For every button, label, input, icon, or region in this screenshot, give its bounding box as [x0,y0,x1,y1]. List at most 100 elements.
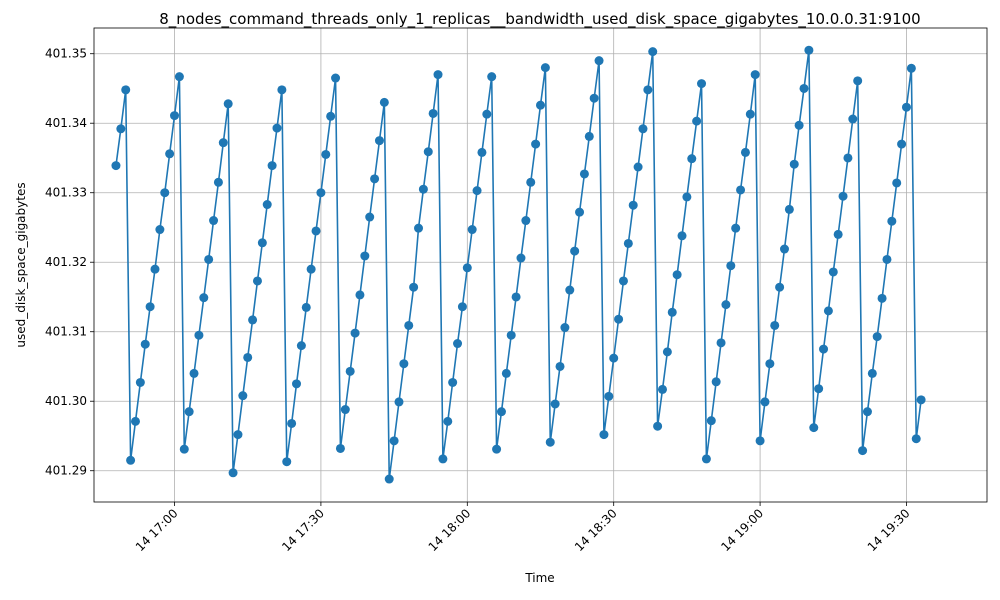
data-point [311,226,321,236]
data-point [394,397,404,407]
data-point [287,418,297,428]
data-point [877,293,887,303]
data-point [545,437,555,447]
data-point [160,188,170,198]
data-point [536,100,545,110]
plot-frame [93,27,988,503]
data-point [238,391,248,401]
series-line [115,49,922,480]
data-point [687,154,697,164]
data-point [799,83,809,93]
data-point [335,443,345,453]
data-point [901,102,911,112]
data-point [126,455,136,465]
data-point [282,457,292,467]
data-point [277,85,287,95]
data-point [462,263,472,273]
data-point [374,136,384,146]
data-point [560,323,570,333]
data-point [145,302,155,312]
data-point [570,246,580,256]
data-point [760,397,770,407]
data-point [121,85,131,95]
data-point [575,207,585,217]
x-tick-label: 14 17:30 [279,506,327,554]
data-point [521,216,531,226]
data-point [916,395,926,405]
data-point [628,200,638,210]
y-tick-label: 401.32 [45,255,87,269]
data-point [506,330,516,340]
data-point [511,292,521,302]
data-point [599,430,609,440]
data-point [135,377,145,387]
data-point [721,300,731,310]
data-point [672,270,682,280]
data-point [584,131,594,141]
data-point [740,147,750,157]
data-point [155,225,165,235]
data-point [770,320,780,330]
y-tick-label: 401.35 [45,47,87,61]
data-point [453,339,463,349]
data-point [116,124,126,134]
data-point [140,339,150,349]
data-point [199,293,209,303]
data-point [306,264,316,274]
data-point [472,186,482,196]
data-point [701,454,711,464]
data-point [750,70,760,80]
data-point [911,434,921,444]
y-tick-label: 401.31 [45,325,87,339]
data-point [111,161,121,171]
data-point [745,109,755,119]
data-point [355,290,365,300]
data-point [423,147,433,157]
data-point [662,347,672,357]
data-point [438,454,448,464]
data-point [243,352,253,362]
data-point [804,45,814,55]
data-point [165,149,175,159]
data-point [843,153,853,163]
data-point [789,159,799,169]
data-point [262,200,272,210]
data-point [853,76,863,86]
data-point [765,359,775,369]
data-point [345,366,355,376]
data-point [267,161,277,171]
data-point [433,70,443,80]
data-point [540,63,550,73]
data-point [657,384,667,394]
data-point [697,79,707,89]
data-point [677,231,687,241]
data-layer [111,45,926,484]
data-point [682,192,692,202]
data-point [614,314,624,324]
data-point [814,384,824,394]
x-tick-label: 14 17:00 [133,506,181,554]
x-tick-label: 14 19:00 [718,506,766,554]
data-point [233,430,243,440]
data-point [526,177,536,187]
data-point [189,368,199,378]
data-point [731,223,741,233]
data-point [379,97,389,107]
x-tick-label: 14 18:00 [426,506,474,554]
data-point [404,320,414,330]
data-point [150,264,160,274]
data-point [467,225,477,235]
data-point [706,416,716,426]
data-point [360,251,370,261]
data-point [477,147,487,157]
data-point [848,114,858,124]
data-point [633,162,643,172]
data-point [350,328,360,338]
data-point [213,177,223,187]
data-point [170,111,180,121]
data-point [887,216,897,226]
data-point [340,405,350,415]
data-point [492,444,502,454]
data-point [272,123,282,133]
